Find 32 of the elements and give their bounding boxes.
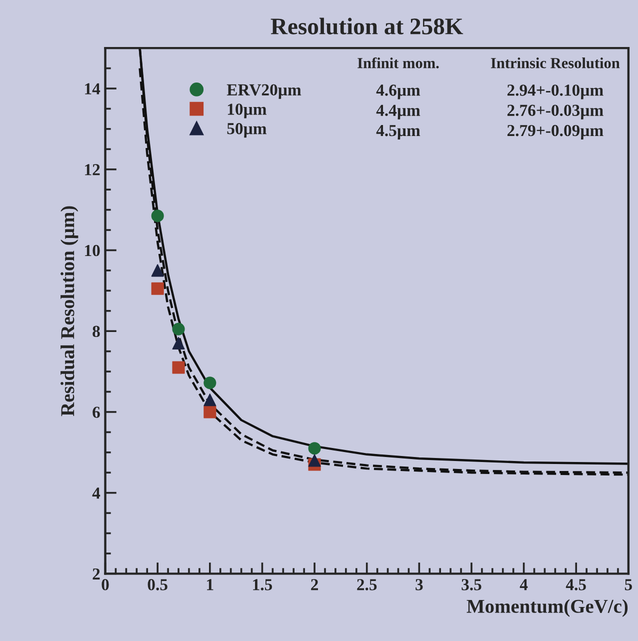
chart-title: Resolution at 258K	[270, 18, 464, 34]
annotation: 4.4µm	[376, 104, 420, 120]
x-tick-label: 1	[207, 579, 214, 590]
x-tick-label: 2	[311, 579, 318, 590]
y-tick-label: 2	[92, 568, 100, 580]
x-tick-label: 5	[624, 579, 632, 590]
x-tick-label: 4.5	[566, 579, 586, 590]
y-tick-label: 12	[85, 164, 100, 176]
y-tick-label: 8	[92, 326, 100, 338]
legend-label: 50µm	[227, 123, 266, 138]
y-tick-label: 6	[92, 406, 100, 418]
annotation: Intrinsic Resolution	[490, 58, 620, 68]
x-axis-title: Momentum(GeV/c)	[466, 599, 628, 617]
x-tick-label: 4	[520, 579, 528, 590]
y-tick-label: 10	[85, 244, 100, 256]
x-tick-label: 3	[416, 579, 423, 590]
legend-label: 10µm	[228, 104, 266, 118]
x-tick-label: 1.5	[253, 579, 272, 590]
y-tick-label: 4	[92, 488, 100, 499]
x-tick-label: 2.5	[357, 579, 377, 590]
annotation: 4.5µm	[376, 125, 420, 140]
legend-label: ERV20µm	[226, 84, 302, 99]
annotation: 2.79+-0.09µm	[507, 124, 604, 140]
x-tick-label: 3.5	[462, 579, 482, 590]
annotation: 4.6µm	[376, 84, 420, 100]
annotation: Infinit mom.	[358, 57, 439, 68]
y-axis-title: Residual Resolution (µm)	[60, 206, 78, 416]
x-tick-label: 0.5	[148, 579, 168, 590]
y-tick-label: 14	[85, 83, 100, 94]
x-tick-label: 0	[102, 579, 109, 590]
annotation: 2.76+-0.03µm	[507, 104, 604, 120]
annotation: 2.94+-0.10µm	[507, 84, 604, 100]
